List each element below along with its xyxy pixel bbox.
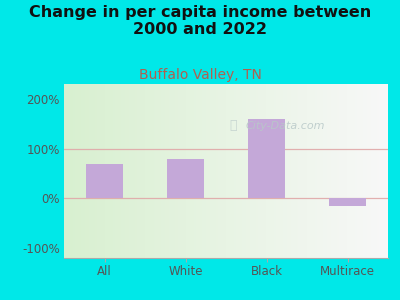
Text: Change in per capita income between
2000 and 2022: Change in per capita income between 2000… xyxy=(29,4,371,37)
Text: City-Data.com: City-Data.com xyxy=(246,121,325,131)
Bar xyxy=(248,119,285,198)
Text: Buffalo Valley, TN: Buffalo Valley, TN xyxy=(138,68,262,82)
Bar xyxy=(329,198,366,206)
Text: ⓘ: ⓘ xyxy=(229,119,237,132)
Bar xyxy=(167,159,204,198)
Bar xyxy=(86,164,123,198)
